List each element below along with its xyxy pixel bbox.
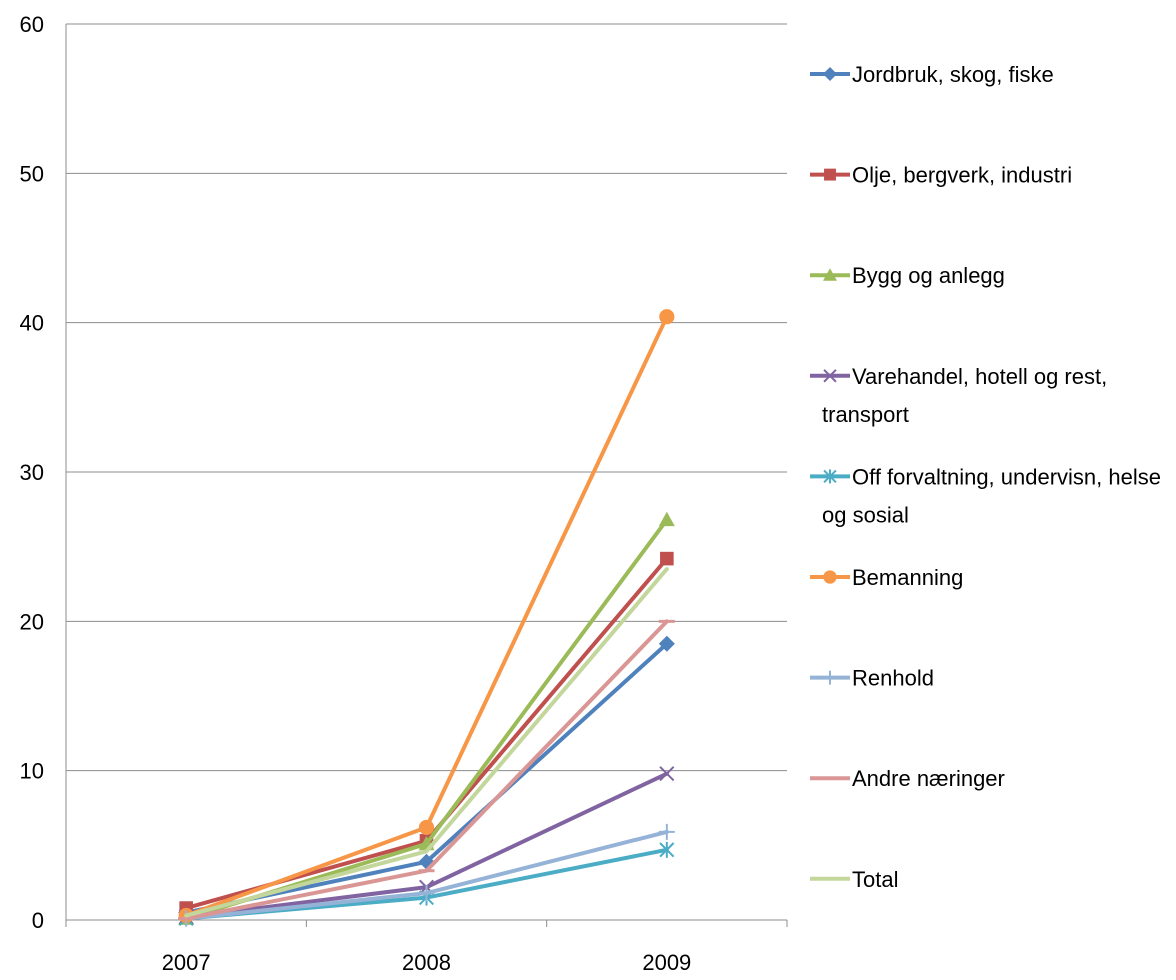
legend-label: Olje, bergverk, industri	[852, 163, 1072, 188]
series-0	[178, 635, 675, 921]
y-tick-label: 40	[20, 311, 44, 336]
legend-label: og sosial	[822, 502, 909, 527]
legend-marker	[823, 67, 837, 81]
legend-marker	[823, 469, 837, 484]
legend-entry: Renhold	[810, 666, 934, 691]
legend-entry: Olje, bergverk, industri	[810, 163, 1072, 188]
legend-label: Bemanning	[852, 565, 963, 590]
y-tick-label: 30	[20, 460, 44, 485]
series-line	[184, 567, 669, 918]
x-tick-label: 2008	[402, 950, 451, 975]
legend-marker	[823, 369, 837, 383]
legend-label: Bygg og anlegg	[852, 263, 1005, 288]
legend-entry: Off forvaltning, undervisn, helse og sosi…	[810, 464, 1161, 527]
legend: Jordbruk, skog, fiske Olje, bergverk, ind…	[810, 62, 1161, 892]
y-tick-label: 20	[20, 609, 44, 634]
legend-entry: Varehandel, hotell og rest, transport	[810, 364, 1107, 427]
data-point	[658, 823, 675, 840]
legend-label: Varehandel, hotell og rest,	[852, 364, 1107, 389]
legend-entry: Andre næringer	[810, 766, 1005, 791]
legend-label: Renhold	[852, 666, 934, 691]
data-point	[658, 511, 675, 527]
legend-label: Off forvaltning, undervisn, helse	[852, 464, 1161, 489]
y-tick-label: 10	[20, 759, 44, 784]
data-point	[418, 885, 435, 902]
legend-marker	[824, 168, 836, 181]
x-tick-label: 2009	[642, 950, 691, 975]
legend-label: Andre næringer	[852, 766, 1005, 791]
legend-marker	[823, 570, 837, 584]
data-point	[660, 551, 674, 566]
data-point	[658, 635, 675, 652]
y-tick-label: 0	[32, 908, 44, 933]
y-tick-label: 50	[20, 161, 44, 186]
series-group	[178, 309, 675, 927]
axes: 0 10 20 30 40 50 60 2007 2008 2009	[20, 12, 788, 975]
series-7	[178, 619, 675, 921]
legend-marker	[823, 670, 837, 685]
series-line	[184, 619, 669, 921]
data-point	[659, 766, 675, 782]
x-tick-label: 2007	[162, 950, 211, 975]
legend-entry: Bygg og anlegg	[810, 263, 1005, 288]
y-tick-label: 60	[20, 12, 44, 37]
legend-entry: Total	[810, 867, 898, 892]
data-point	[418, 819, 435, 836]
legend-label: Total	[852, 867, 898, 892]
series-5	[178, 309, 675, 924]
data-point	[659, 841, 675, 858]
gridlines	[66, 23, 787, 772]
legend-entry: Jordbruk, skog, fiske	[810, 62, 1054, 87]
legend-entry: Bemanning	[810, 565, 963, 590]
series-8	[184, 567, 669, 918]
legend-label: Jordbruk, skog, fiske	[852, 62, 1054, 87]
legend-label: transport	[822, 402, 909, 427]
data-point	[659, 309, 675, 325]
legend-marker	[823, 268, 837, 281]
